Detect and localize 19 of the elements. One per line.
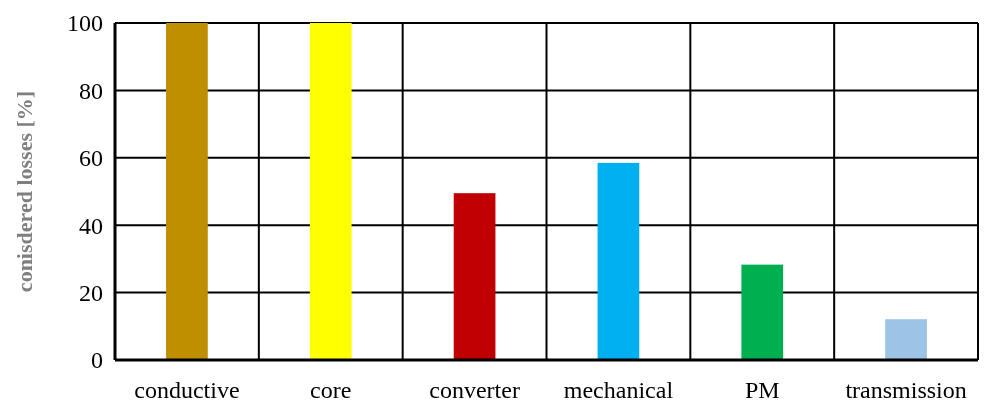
y-tick-label: 80 [79, 77, 103, 104]
y-axis-title: conisdered losses [%] [12, 90, 37, 293]
bar [741, 264, 784, 360]
bar [885, 319, 927, 360]
bar [309, 23, 352, 360]
x-tick-label: transmission [845, 377, 967, 403]
bar [597, 162, 640, 360]
bar [166, 23, 208, 360]
x-tick-label: converter [429, 377, 520, 403]
x-tick-label: conductive [134, 377, 240, 403]
bar [453, 193, 496, 360]
y-tick-label: 100 [67, 10, 103, 37]
y-tick-label: 40 [79, 212, 103, 239]
y-tick-label: 20 [79, 280, 103, 306]
x-tick-label: core [310, 377, 352, 403]
y-tick-label: 0 [91, 347, 103, 374]
y-tick-label: 60 [79, 145, 103, 172]
x-tick-label: mechanical [563, 377, 674, 403]
x-tick-label: PM [744, 377, 780, 403]
